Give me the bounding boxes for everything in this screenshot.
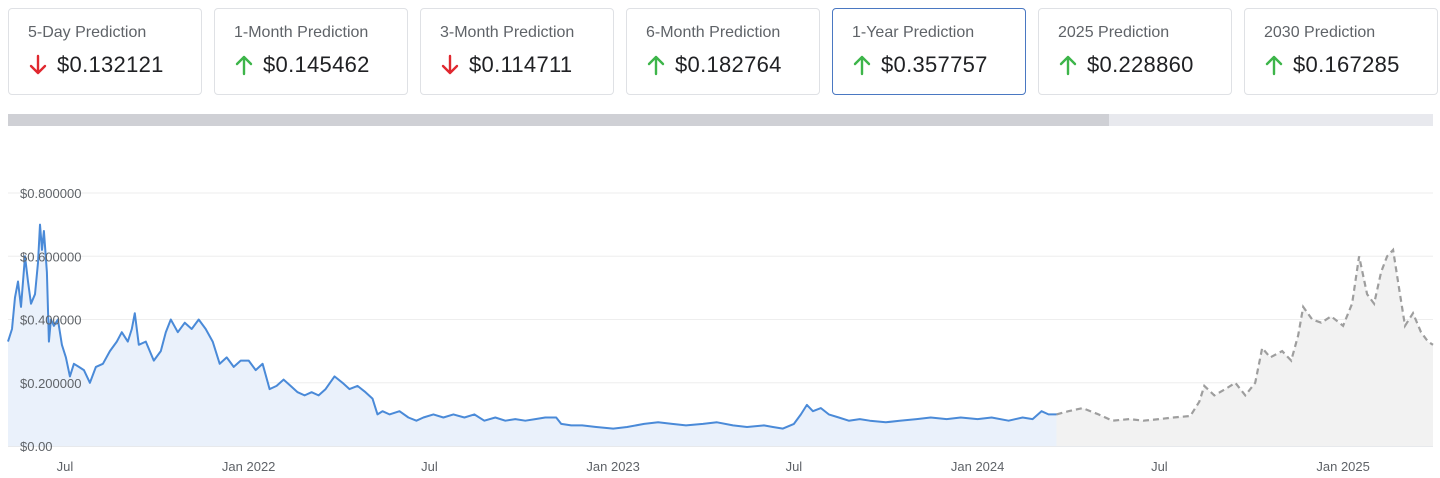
arrow-down-icon bbox=[28, 53, 48, 77]
prediction-card-value: $0.145462 bbox=[263, 52, 370, 77]
horizontal-scrollbar[interactable] bbox=[8, 114, 1433, 126]
arrow-up-icon bbox=[234, 53, 254, 77]
prediction-card[interactable]: 5-Day Prediction $0.132121 bbox=[8, 8, 202, 95]
prediction-card[interactable]: 6-Month Prediction $0.182764 bbox=[626, 8, 820, 95]
prediction-card[interactable]: 1-Month Prediction $0.145462 bbox=[214, 8, 408, 95]
prediction-card-value: $0.228860 bbox=[1087, 52, 1194, 77]
prediction-card-label: 6-Month Prediction bbox=[646, 24, 781, 41]
x-tick-label: Jul bbox=[57, 459, 74, 474]
prediction-card-label: 2025 Prediction bbox=[1058, 24, 1170, 41]
y-tick-label: $0.600000 bbox=[20, 249, 81, 264]
scrollbar-thumb[interactable] bbox=[8, 114, 1109, 126]
y-tick-label: $0.400000 bbox=[20, 313, 81, 328]
historical-series-line bbox=[7, 223, 1057, 430]
x-tick-label: Jul bbox=[421, 459, 438, 474]
x-tick-label: Jan 2024 bbox=[951, 459, 1005, 474]
forecast-area bbox=[1056, 249, 1433, 446]
arrow-up-icon bbox=[1264, 53, 1284, 77]
prediction-card-value: $0.114711 bbox=[469, 52, 573, 77]
x-tick-label: Jan 2023 bbox=[586, 459, 640, 474]
x-tick-label: Jul bbox=[786, 459, 803, 474]
arrow-down-icon bbox=[440, 53, 460, 77]
historical-area bbox=[8, 224, 1057, 446]
arrow-up-icon bbox=[646, 53, 666, 77]
prediction-card[interactable]: 3-Month Prediction $0.114711 bbox=[420, 8, 614, 95]
prediction-card-value: $0.132121 bbox=[57, 52, 164, 77]
prediction-card-value: $0.357757 bbox=[881, 52, 988, 77]
prediction-card[interactable]: 1-Year Prediction $0.357757 bbox=[832, 8, 1026, 95]
prediction-card-value: $0.167285 bbox=[1293, 52, 1400, 77]
x-tick-label: Jan 2025 bbox=[1316, 459, 1370, 474]
prediction-card-value: $0.182764 bbox=[675, 52, 782, 77]
x-tick-label: Jan 2022 bbox=[222, 459, 276, 474]
prediction-card-label: 1-Month Prediction bbox=[234, 24, 369, 41]
prediction-cards: 5-Day Prediction $0.132121 1-Month Predict… bbox=[8, 8, 1440, 95]
prediction-card-label: 5-Day Prediction bbox=[28, 24, 147, 41]
price-chart: $0.00 $0.200000 $0.400000 $0.600000 $0.80000… bbox=[7, 186, 1434, 474]
arrow-up-icon bbox=[1058, 53, 1078, 77]
prediction-card[interactable]: 2030 Prediction $0.167285 bbox=[1244, 8, 1438, 95]
y-tick-label: $0.00 bbox=[20, 439, 53, 454]
arrow-up-icon bbox=[852, 53, 872, 77]
y-tick-label: $0.800000 bbox=[20, 186, 81, 201]
prediction-card-label: 1-Year Prediction bbox=[852, 24, 975, 41]
prediction-card-label: 2030 Prediction bbox=[1264, 24, 1376, 41]
prediction-card-label: 3-Month Prediction bbox=[440, 24, 575, 41]
x-tick-label: Jul bbox=[1151, 459, 1168, 474]
y-tick-label: $0.200000 bbox=[20, 376, 81, 391]
prediction-card[interactable]: 2025 Prediction $0.228860 bbox=[1038, 8, 1232, 95]
